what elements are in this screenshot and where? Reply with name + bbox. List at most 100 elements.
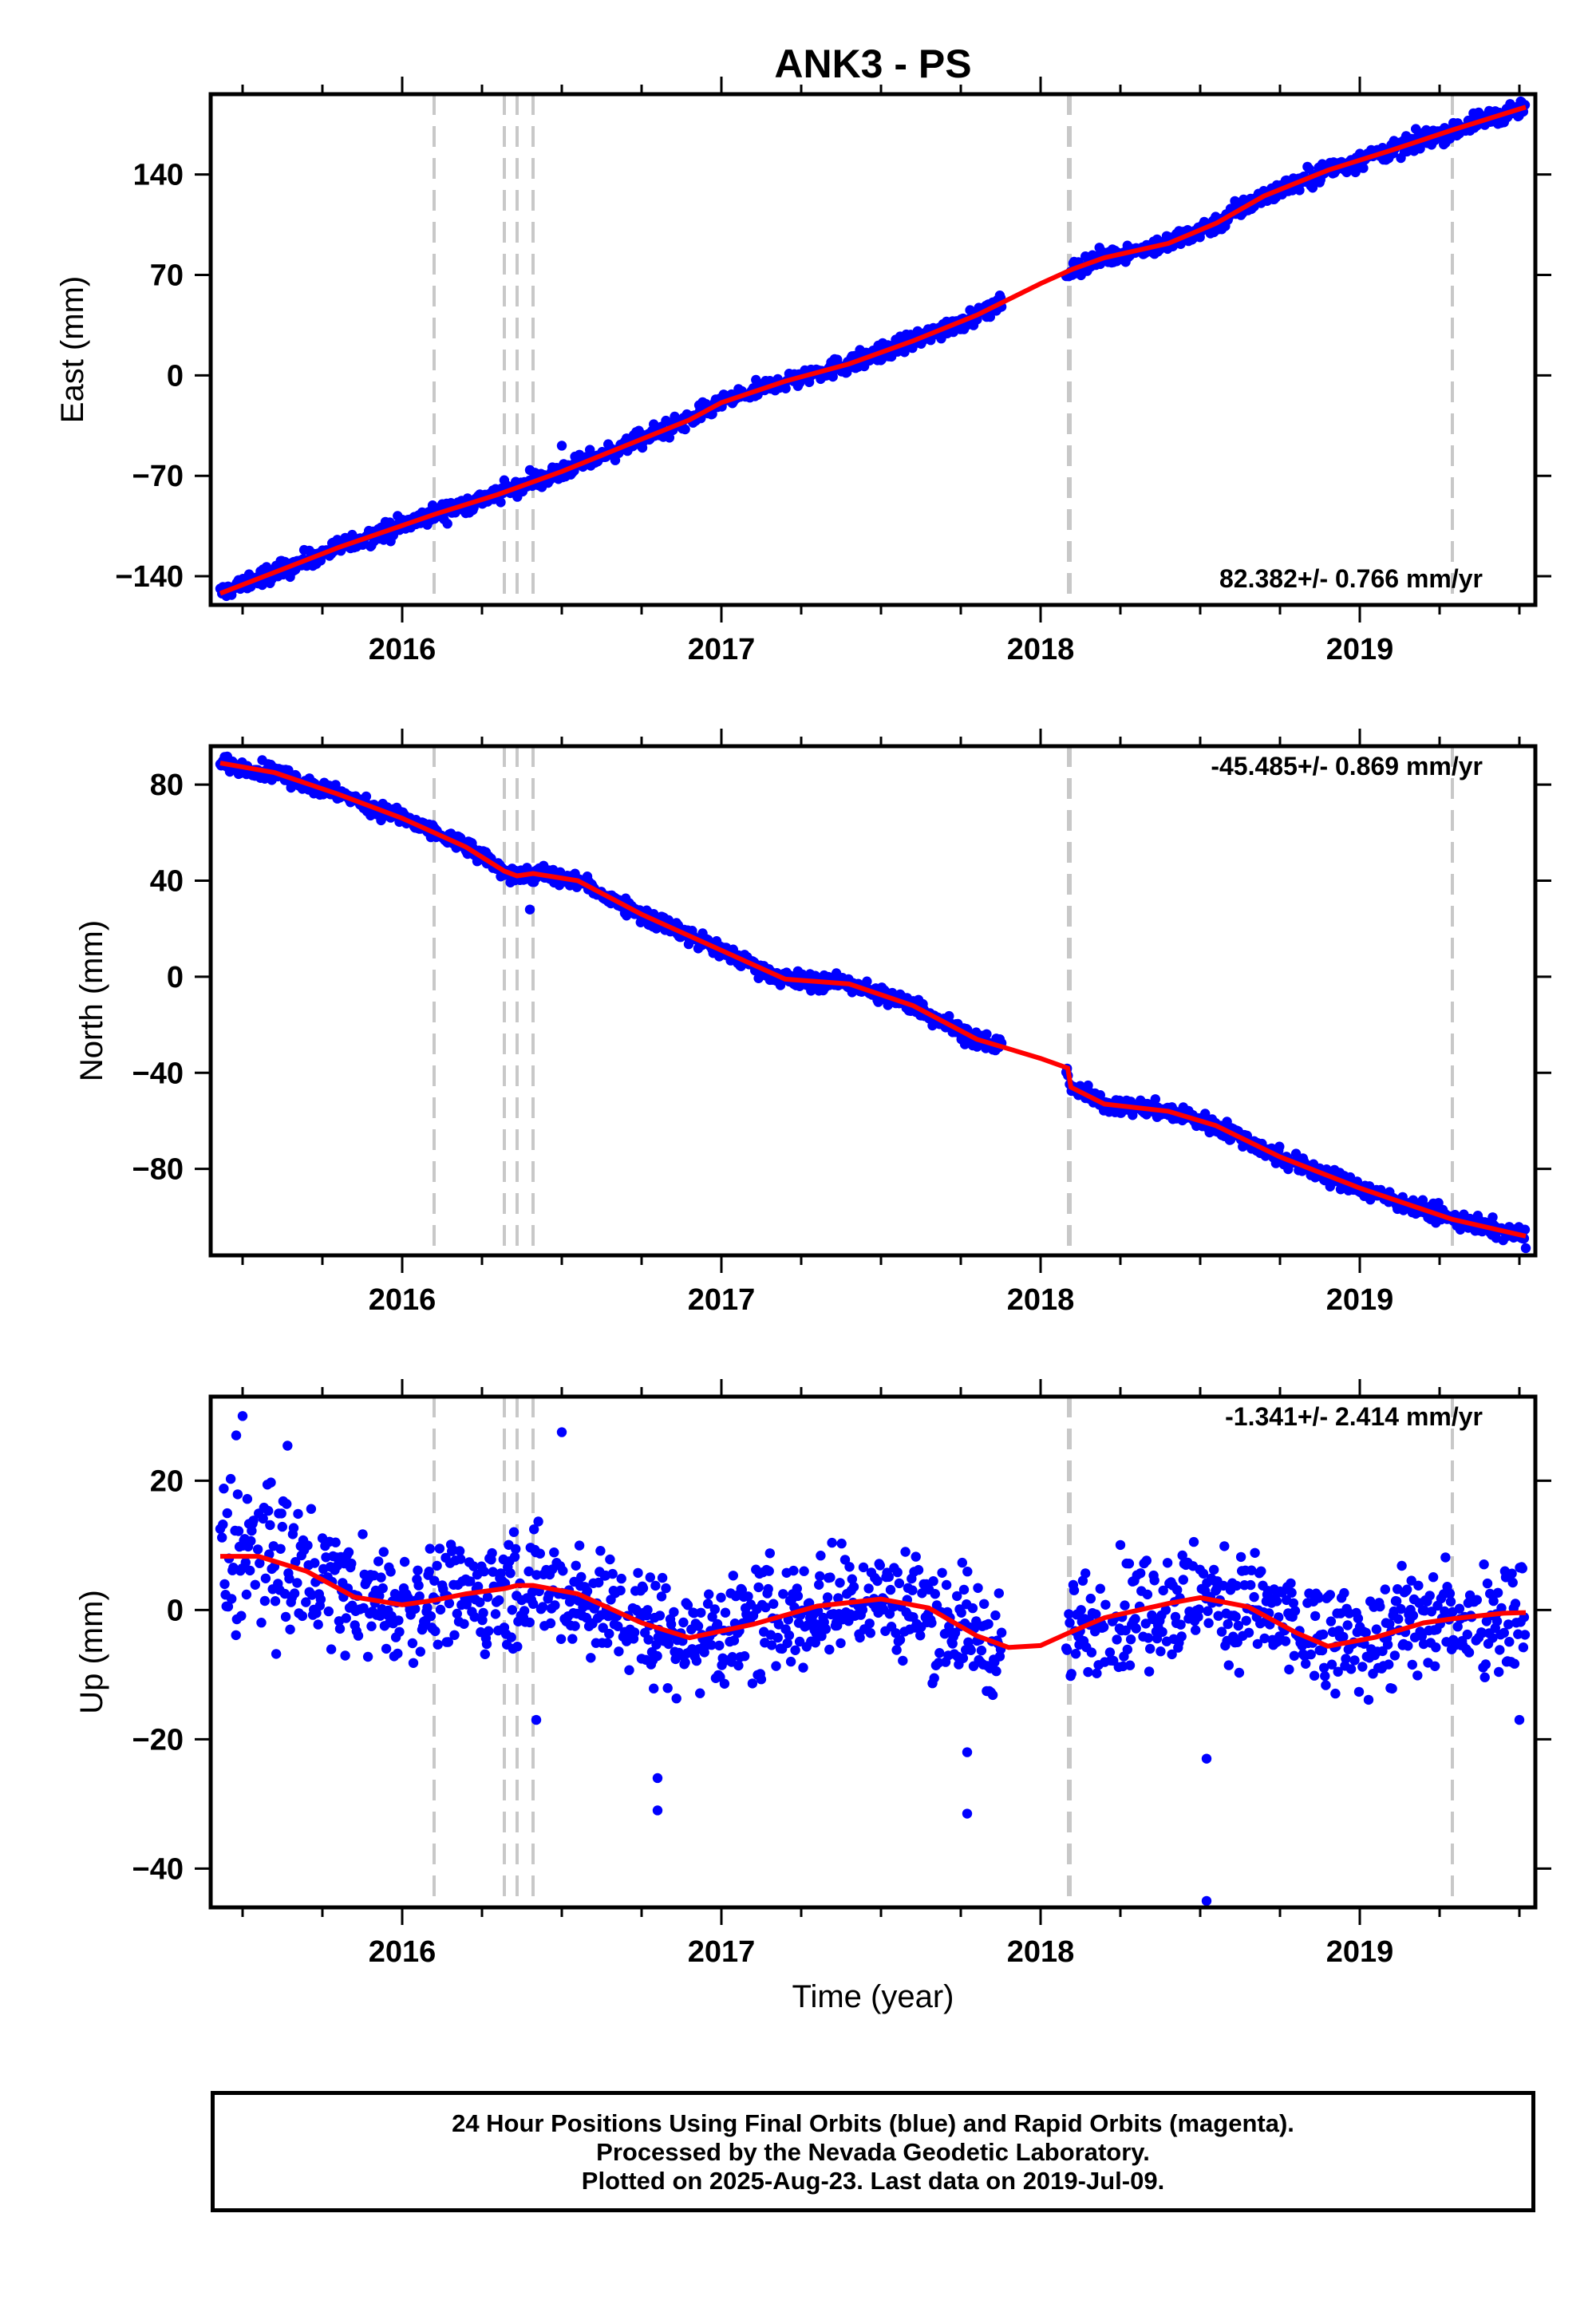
data-point [393, 1648, 403, 1659]
data-point [1402, 1584, 1412, 1595]
data-point [1345, 1664, 1357, 1674]
data-point-outlier [652, 1773, 663, 1784]
data-point [926, 1618, 937, 1628]
y-tick-label: 140 [133, 159, 184, 192]
data-point [1507, 1568, 1517, 1579]
data-point [533, 1516, 543, 1527]
data-point [1440, 1552, 1451, 1563]
x-tick-label: 2019 [1326, 1935, 1394, 1969]
data-point [885, 1584, 896, 1595]
data-point [523, 1566, 534, 1577]
x-tick-label: 2017 [688, 1935, 756, 1969]
data-point [227, 1594, 237, 1604]
data-point [695, 1688, 705, 1698]
data-point [712, 1618, 723, 1630]
data-point [507, 1605, 517, 1615]
data-point [582, 1586, 593, 1596]
data-point [1160, 1605, 1171, 1615]
data-point [361, 791, 372, 802]
data-point [524, 1617, 535, 1628]
data-point [929, 1673, 939, 1683]
data-point [815, 1571, 825, 1582]
data-point [872, 1575, 883, 1587]
data-point [311, 1608, 322, 1618]
data-point [585, 445, 595, 455]
east-panel: 2016 2017 2018 2019 −140 −70 0 70 140 East (mm) 82… [55, 77, 1551, 666]
data-point [442, 519, 452, 529]
data-point [833, 1593, 843, 1603]
data-point [250, 1579, 260, 1591]
data-point [594, 1577, 604, 1588]
y-tick-label: 40 [150, 865, 184, 899]
data-point-outlier [652, 1805, 663, 1816]
data-point [490, 1609, 501, 1619]
data-point-outlier [556, 1427, 567, 1437]
data-point [656, 1591, 667, 1602]
data-point [1280, 1636, 1291, 1646]
data-point [288, 1523, 299, 1533]
data-point [282, 1441, 293, 1451]
data-point [481, 1638, 492, 1650]
data-point [1307, 183, 1318, 193]
data-point [1472, 1595, 1483, 1605]
data-point [1150, 1094, 1161, 1105]
data-point [1231, 1611, 1241, 1622]
data-point [693, 1621, 704, 1631]
data-point [1517, 1563, 1528, 1574]
data-point [1131, 1623, 1141, 1634]
data-point [669, 1607, 679, 1618]
data-point [965, 305, 975, 315]
data-point [666, 1619, 677, 1630]
data-point [756, 1674, 767, 1685]
data-point [615, 1585, 626, 1596]
data-point [613, 1621, 623, 1632]
data-point [1231, 1580, 1242, 1591]
data-point [766, 1640, 777, 1650]
data-point [1503, 1619, 1514, 1630]
data-point [982, 1029, 992, 1040]
data-point [1178, 1575, 1189, 1585]
data-point [616, 1573, 626, 1584]
data-point-outlier [1201, 1753, 1212, 1764]
data-point [1157, 1626, 1167, 1638]
data-point [1175, 1619, 1186, 1630]
data-point [709, 1604, 720, 1614]
data-point [399, 1556, 410, 1567]
data-point [1344, 1608, 1355, 1618]
rate-label: 82.382+/- 0.766 mm/yr [1219, 564, 1483, 593]
rate-label: -1.341+/- 2.414 mm/yr [1225, 1402, 1483, 1431]
data-point [895, 1634, 906, 1645]
data-point [475, 1597, 485, 1607]
data-point [760, 1602, 771, 1613]
data-point [219, 1484, 229, 1494]
data-point [512, 1642, 523, 1652]
data-point [1070, 1649, 1081, 1659]
data-point [952, 1591, 962, 1602]
data-point [1125, 1634, 1136, 1645]
data-point [792, 1583, 802, 1594]
data-point [1188, 1536, 1199, 1547]
y-tick-label: 80 [150, 769, 184, 802]
data-point [824, 1644, 835, 1655]
data-point [934, 1648, 945, 1658]
data-point [487, 1547, 497, 1559]
y-axis-label: Up (mm) [74, 1590, 109, 1714]
data-point [1120, 1600, 1130, 1611]
data-point [430, 1626, 440, 1637]
data-point [1358, 163, 1369, 173]
data-point [558, 1566, 568, 1576]
data-point [1065, 1618, 1075, 1628]
data-point [1393, 1614, 1404, 1624]
data-point [763, 1583, 773, 1595]
data-point [1519, 1224, 1531, 1235]
data-point [223, 1601, 234, 1612]
data-point [1124, 1559, 1135, 1569]
data-point [792, 1591, 804, 1602]
data-point [1317, 1645, 1328, 1656]
data-point [432, 1560, 442, 1571]
data-point [511, 1543, 521, 1555]
data-point [764, 1566, 774, 1576]
data-point [285, 1624, 295, 1634]
data-point [1250, 1547, 1260, 1559]
data-point [1193, 1611, 1203, 1622]
